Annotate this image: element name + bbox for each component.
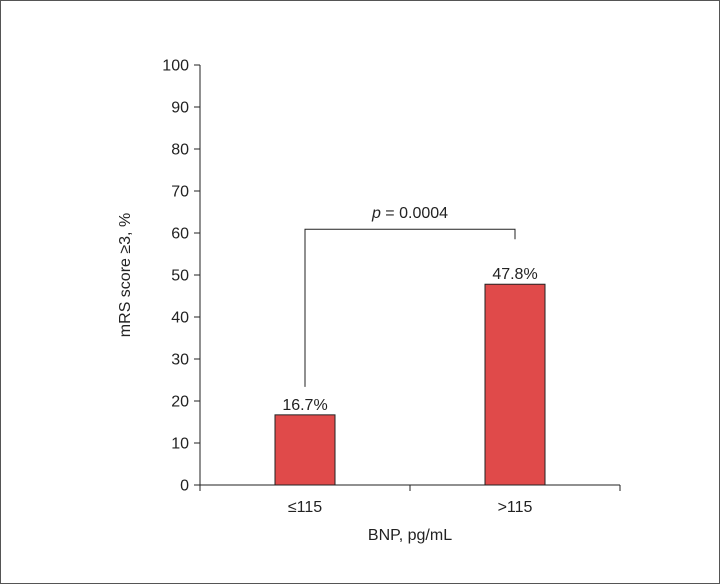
- bar: [484, 283, 546, 486]
- significance-bracket: p = 0.0004: [304, 205, 516, 387]
- y-tick-label: 60: [171, 226, 189, 243]
- x-tick-label: ≤115: [288, 499, 322, 516]
- y-tick-label: 70: [171, 184, 189, 201]
- y-tick-label: 50: [171, 268, 189, 285]
- x-axis-title: BNP, pg/mL: [368, 527, 452, 544]
- bar-data-label: 47.8%: [492, 266, 537, 283]
- y-tick-label: 10: [171, 436, 189, 453]
- y-axis-ticks: 0 10 20 30 40 50 60 70 80 90 100: [162, 58, 200, 495]
- y-tick-label: 90: [171, 100, 189, 117]
- significance-bracket-line: [304, 228, 516, 387]
- p-symbol: p: [371, 205, 381, 222]
- bar: [274, 414, 336, 486]
- x-tick-label: >115: [498, 499, 533, 516]
- x-axis-ticks: ≤115 >115: [199, 485, 621, 516]
- y-tick-label: 100: [162, 58, 189, 75]
- p-value-annotation: p = 0.0004: [371, 205, 448, 222]
- y-tick-label: 0: [180, 478, 189, 495]
- bar-data-label: 16.7%: [282, 397, 327, 414]
- y-tick-label: 20: [171, 394, 189, 411]
- y-tick-label: 30: [171, 352, 189, 369]
- y-axis-title: mRS score ≥3, %: [117, 213, 134, 337]
- y-tick-label: 80: [171, 142, 189, 159]
- p-value: = 0.0004: [381, 205, 448, 222]
- y-tick-label: 40: [171, 310, 189, 327]
- bars: 16.7% 47.8%: [274, 266, 546, 486]
